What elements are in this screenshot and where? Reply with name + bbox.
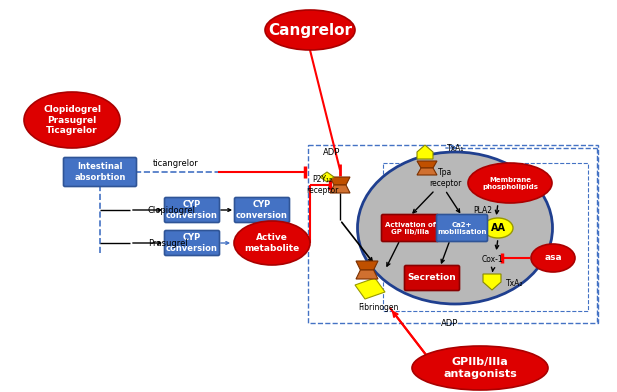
FancyBboxPatch shape <box>165 230 220 256</box>
Text: Prasugrel: Prasugrel <box>148 238 188 247</box>
Text: ADP: ADP <box>441 318 458 327</box>
Text: Active
metabolite: Active metabolite <box>244 233 300 253</box>
Text: Secretion: Secretion <box>408 274 457 283</box>
Text: P2Y₁₂
receptor: P2Y₁₂ receptor <box>306 175 338 195</box>
Text: CYP
conversion: CYP conversion <box>236 200 288 220</box>
Text: CYP
conversion: CYP conversion <box>166 233 218 253</box>
Text: Clopidogrel: Clopidogrel <box>148 205 196 214</box>
Text: TxA₂: TxA₂ <box>506 279 523 289</box>
Ellipse shape <box>468 163 552 203</box>
FancyBboxPatch shape <box>381 214 439 241</box>
Polygon shape <box>320 172 334 182</box>
Text: TxA₁: TxA₁ <box>447 143 465 152</box>
Ellipse shape <box>357 152 552 304</box>
Polygon shape <box>417 161 437 168</box>
Text: PLA2: PLA2 <box>473 205 492 214</box>
Text: ADP: ADP <box>323 147 341 156</box>
Text: AA: AA <box>491 223 505 233</box>
FancyBboxPatch shape <box>405 265 460 290</box>
Text: Membrane
phospholipids: Membrane phospholipids <box>482 176 538 189</box>
Text: Intestinal
absorbtion: Intestinal absorbtion <box>74 162 126 182</box>
Text: asa: asa <box>544 254 562 263</box>
FancyBboxPatch shape <box>436 214 487 241</box>
Text: Activation of
GP IIb/IIIa: Activation of GP IIb/IIIa <box>384 221 436 234</box>
Polygon shape <box>330 177 350 185</box>
Ellipse shape <box>24 92 120 148</box>
Polygon shape <box>355 278 385 299</box>
Polygon shape <box>356 261 378 270</box>
Text: Fibrinogen: Fibrinogen <box>358 303 398 312</box>
Polygon shape <box>417 145 433 159</box>
Ellipse shape <box>483 218 513 238</box>
Ellipse shape <box>234 221 310 265</box>
Ellipse shape <box>412 346 548 390</box>
Text: CYP
conversion: CYP conversion <box>166 200 218 220</box>
Text: Tpa
receptor: Tpa receptor <box>429 168 461 188</box>
Polygon shape <box>356 270 378 279</box>
Polygon shape <box>483 274 501 290</box>
Text: Cox-1: Cox-1 <box>481 256 503 265</box>
Polygon shape <box>417 168 437 175</box>
Ellipse shape <box>531 244 575 272</box>
FancyBboxPatch shape <box>234 198 289 223</box>
Text: ticangrelor: ticangrelor <box>153 159 199 168</box>
Text: Cangrelor: Cangrelor <box>268 22 352 38</box>
FancyBboxPatch shape <box>64 158 136 187</box>
FancyBboxPatch shape <box>165 198 220 223</box>
Text: Ca2+
mobilisation: Ca2+ mobilisation <box>437 221 487 234</box>
Text: Clopidogrel
Prasugrel
Ticagrelor: Clopidogrel Prasugrel Ticagrelor <box>43 105 101 135</box>
Text: GPIIb/IIIa
antagonists: GPIIb/IIIa antagonists <box>443 357 517 379</box>
Polygon shape <box>330 185 350 193</box>
Ellipse shape <box>265 10 355 50</box>
